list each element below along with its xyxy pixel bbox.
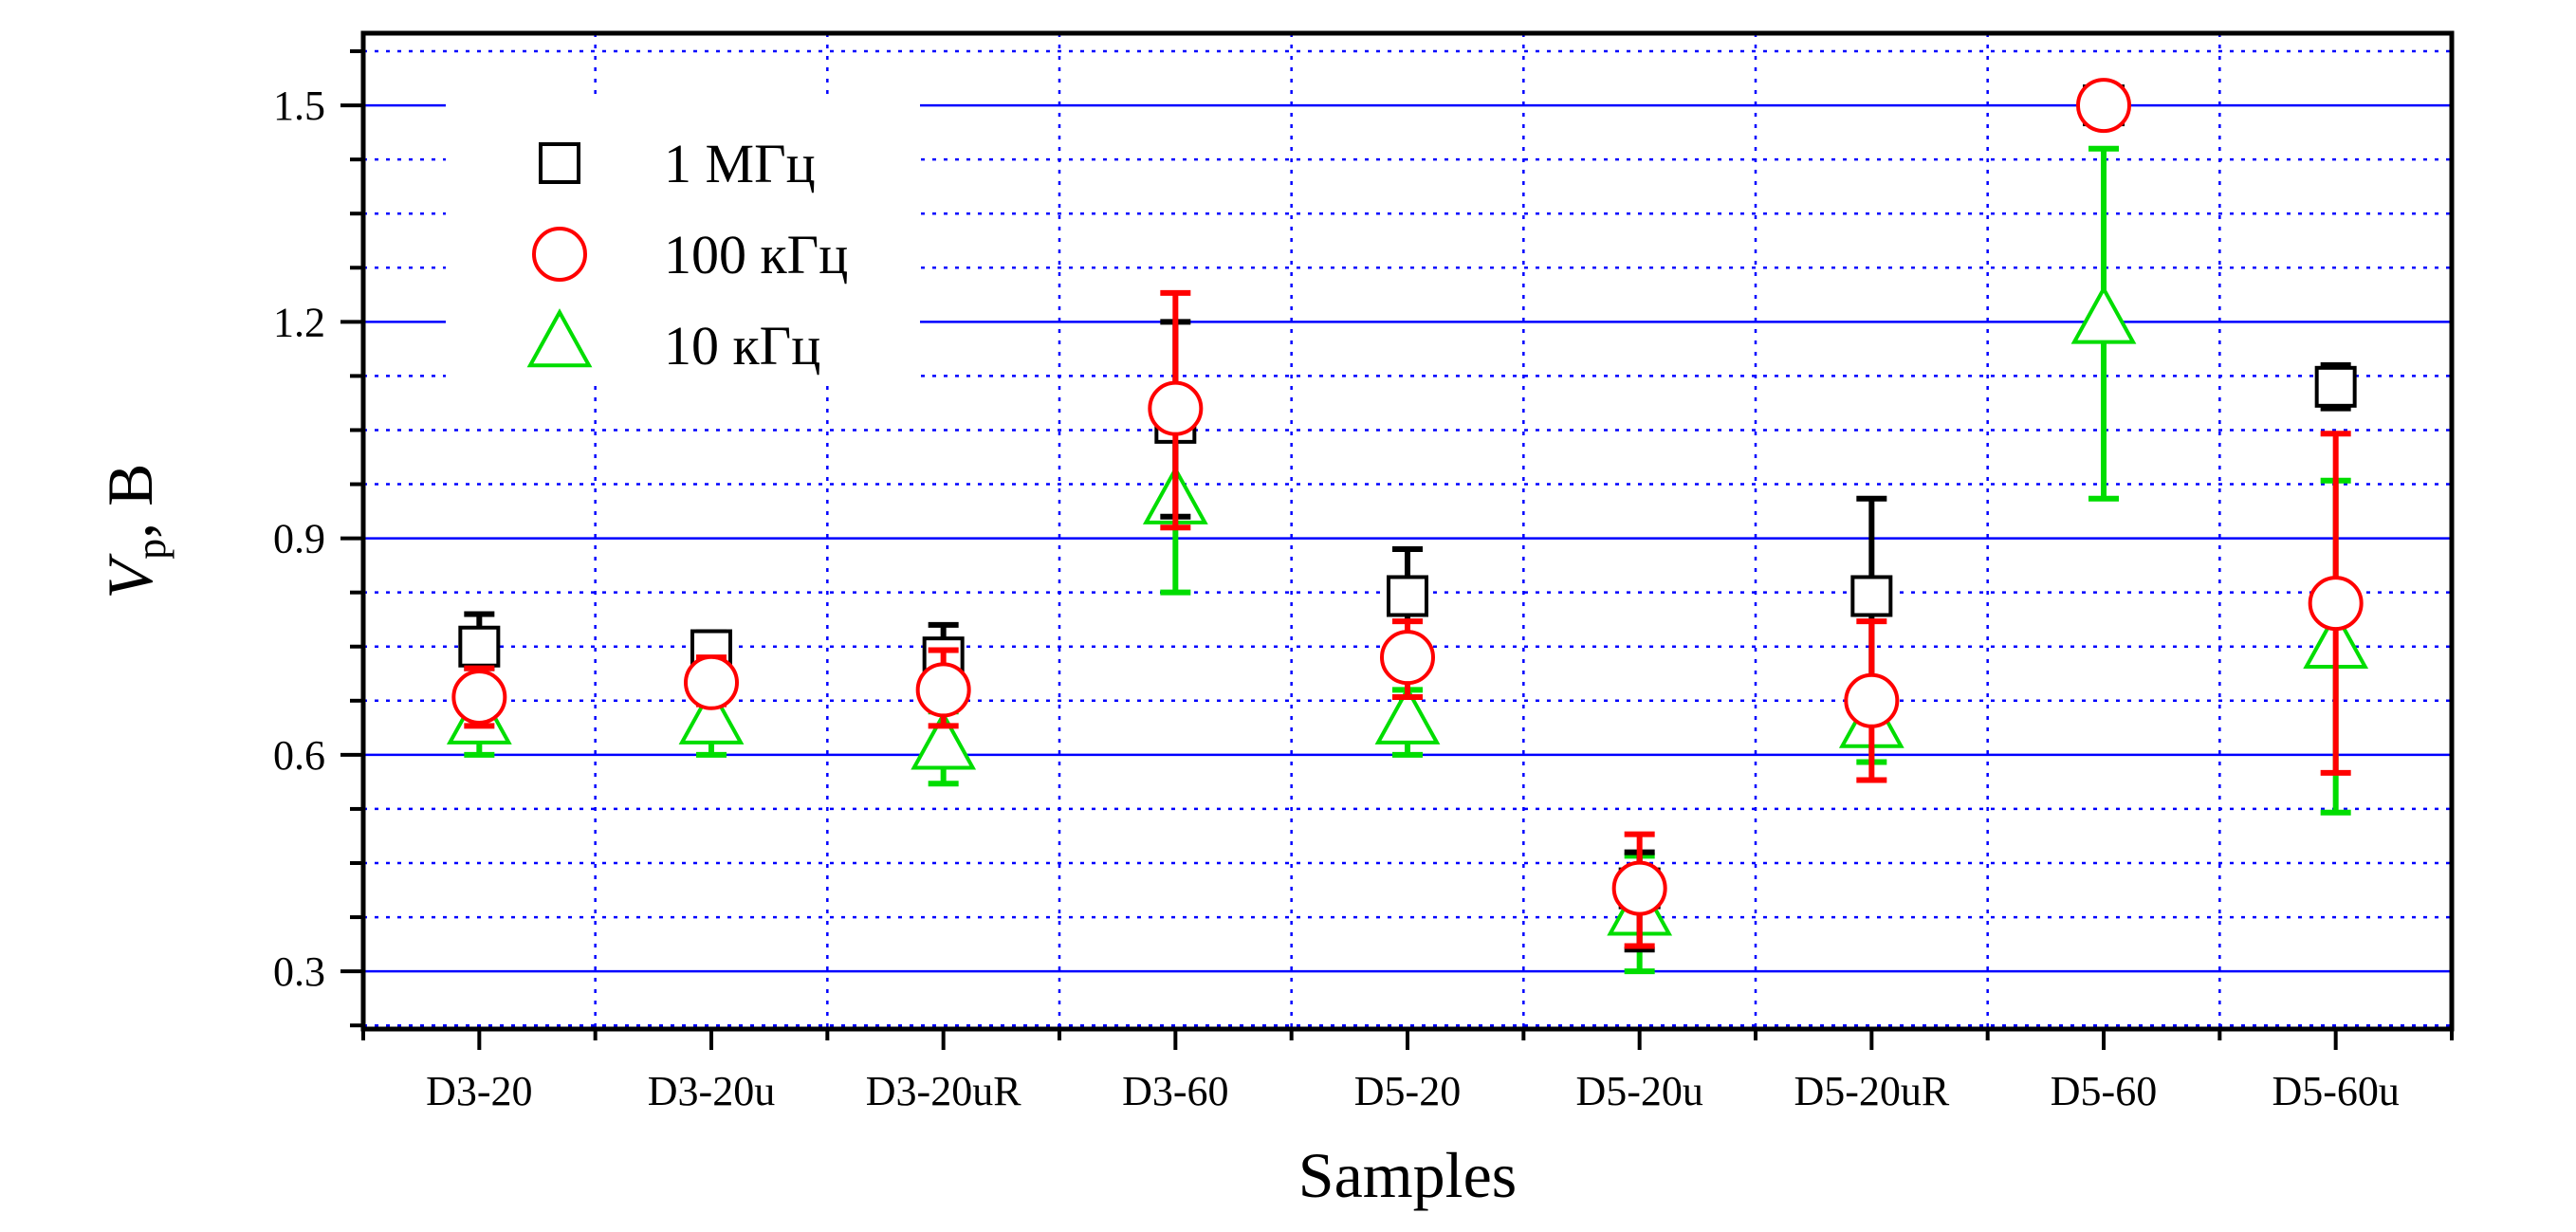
data-point <box>684 654 739 710</box>
data-point <box>2070 285 2137 344</box>
legend-marker <box>526 308 593 368</box>
data-point <box>451 670 507 725</box>
data-point <box>915 662 971 718</box>
y-axis-title-main: V <box>94 552 166 598</box>
data-point <box>2314 365 2357 408</box>
x-tick-label: D3-20u <box>648 1068 775 1114</box>
x-tick-label: D5-20u <box>1575 1068 1702 1114</box>
x-tick-label: D3-20 <box>426 1068 532 1114</box>
y-tick-label: 0.3 <box>273 948 325 995</box>
data-point <box>1374 685 1441 745</box>
legend-marker <box>539 142 580 184</box>
legend-label: 1 МГц <box>664 133 816 194</box>
x-tick-label: D5-60 <box>2051 1068 2157 1114</box>
legend-label: 10 кГц <box>664 315 820 377</box>
data-point <box>911 710 977 770</box>
y-tick-label: 1.2 <box>273 299 325 345</box>
legend: 1 МГц 100 кГц 10 кГц <box>446 95 920 384</box>
data-point <box>678 685 745 745</box>
data-point <box>1148 380 1204 436</box>
y-tick-label: 0.9 <box>273 516 325 562</box>
data-point <box>2308 576 2364 632</box>
y-axis-title-rest: , В <box>94 464 166 539</box>
legend-label: 100 кГц <box>664 224 848 285</box>
legend-marker <box>532 227 587 282</box>
series-circle <box>451 78 2364 949</box>
data-point <box>1850 575 1893 617</box>
y-tick-label: 0.6 <box>273 732 325 779</box>
data-point <box>1387 575 1428 617</box>
x-tick-label: D5-60u <box>2272 1068 2399 1114</box>
legend-box <box>446 95 920 384</box>
x-tick-label: D3-60 <box>1122 1068 1228 1114</box>
y-axis-title-subscript: p <box>128 539 175 560</box>
x-axis-title: Samples <box>1298 1139 1517 1211</box>
x-tick-label: D5-20 <box>1354 1068 1461 1114</box>
data-point <box>1844 672 1900 728</box>
x-tick-label: D3-20uR <box>866 1068 1021 1114</box>
plot-marks <box>446 78 2369 975</box>
data-point <box>1611 860 1667 916</box>
y-axis-title: Vp, В <box>94 464 175 599</box>
axes: 0.3 0.6 0.9 1.2 1.5 D3-20 D3-20u D3-20uR D3-60 D5… <box>273 49 2454 1114</box>
y-tick-label: 1.5 <box>273 83 325 129</box>
x-tick-label: D5-20uR <box>1794 1068 1949 1114</box>
data-point <box>2076 78 2131 134</box>
data-point <box>458 625 501 668</box>
data-point <box>1380 630 1435 686</box>
